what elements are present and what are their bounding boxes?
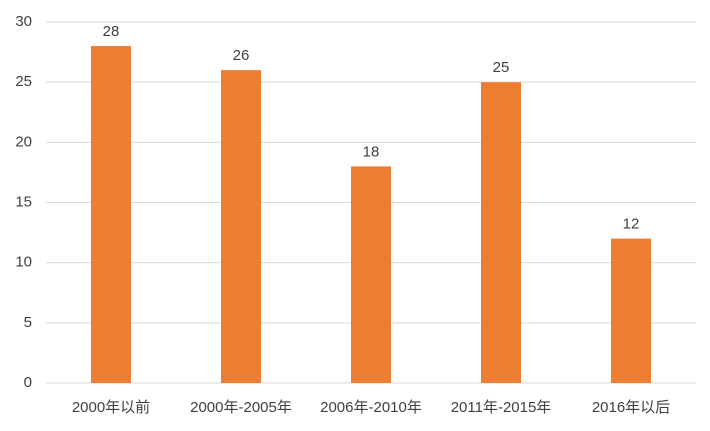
y-tick-label: 20: [15, 133, 32, 150]
bar: [481, 82, 521, 384]
data-label: 18: [363, 143, 380, 160]
bar: [91, 46, 131, 384]
x-tick-label: 2000年-2005年: [190, 399, 292, 416]
y-tick-label: 25: [15, 73, 32, 90]
bar: [221, 70, 261, 383]
y-tick-label: 15: [15, 193, 32, 210]
y-tick-label: 30: [15, 13, 32, 30]
x-tick-label: 2000年以前: [72, 399, 150, 416]
x-tick-label: 2006年-2010年: [320, 399, 422, 416]
x-tick-label: 2016年以后: [592, 399, 670, 416]
bar: [351, 166, 391, 383]
x-tick-label: 2011年-2015年: [451, 399, 552, 416]
data-label: 26: [233, 47, 250, 64]
bar: [611, 238, 651, 383]
y-tick-label: 5: [24, 314, 32, 331]
y-tick-label: 10: [15, 254, 32, 271]
y-tick-label: 0: [24, 374, 32, 391]
data-label: 25: [493, 59, 510, 76]
data-label: 12: [623, 216, 640, 233]
data-label: 28: [103, 23, 120, 40]
